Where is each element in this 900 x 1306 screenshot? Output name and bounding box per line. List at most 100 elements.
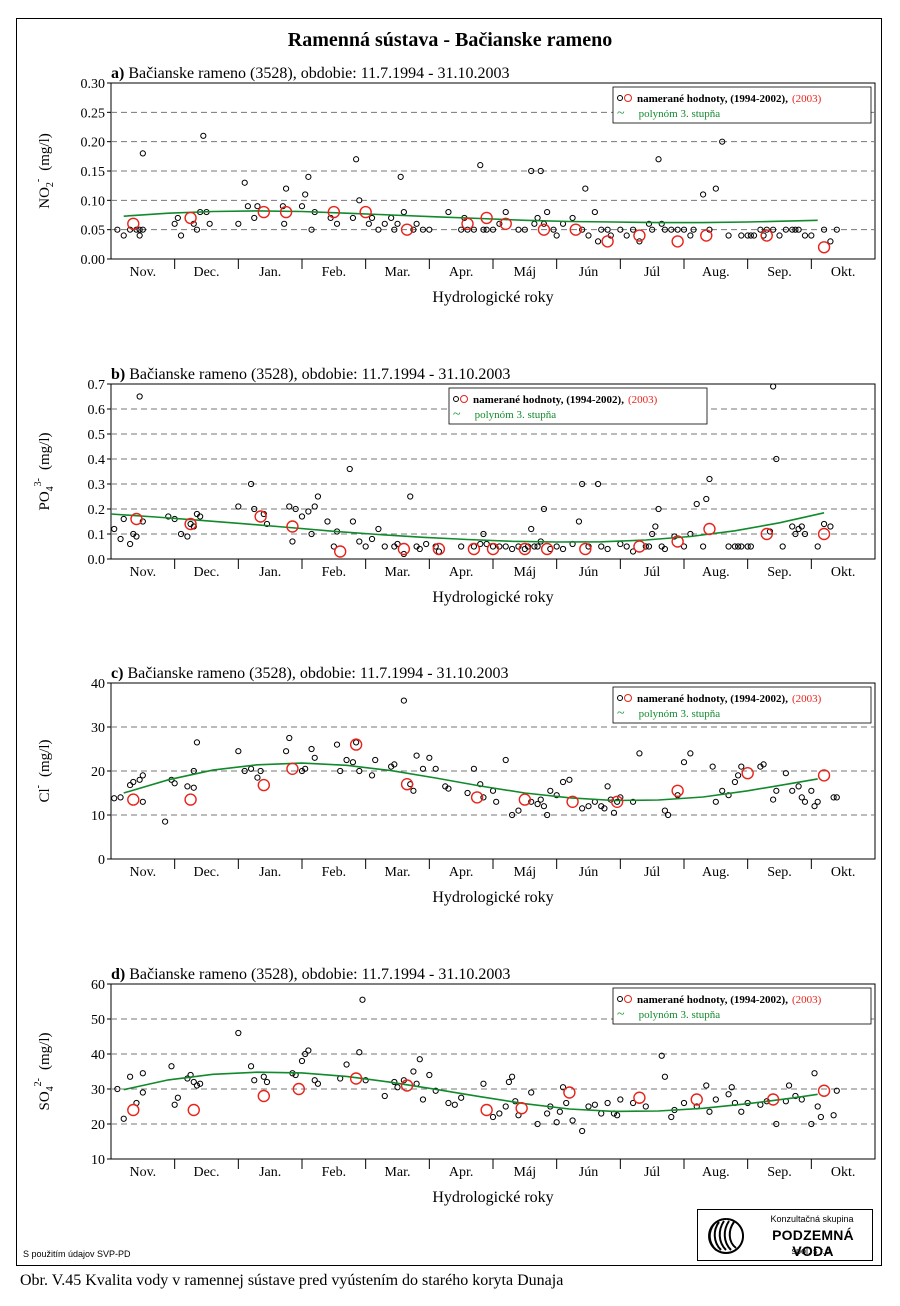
data-point-1994-2002	[798, 523, 805, 530]
data-point-1994-2002	[534, 214, 541, 222]
data-point-1994-2002	[337, 767, 344, 775]
figure-title: Ramenná sústava - Bačianske rameno	[287, 29, 613, 51]
data-point-1994-2002	[445, 208, 452, 216]
data-point-1994-2002	[649, 226, 656, 233]
data-point-1994-2002	[260, 1073, 267, 1080]
data-point-1994-2002	[779, 543, 786, 550]
data-point-1994-2002	[464, 226, 471, 233]
y-axis-label: NO2- (mg/l)	[33, 133, 56, 209]
data-point-1994-2002	[362, 1077, 369, 1084]
data-point-1994-2002	[776, 232, 783, 239]
data-point-1994-2002	[127, 781, 134, 789]
data-point-2003	[400, 778, 414, 791]
data-point-2003	[766, 1093, 780, 1106]
data-point-1994-2002	[604, 783, 611, 790]
legend-year: (2003)	[792, 93, 822, 105]
data-point-2003	[569, 223, 582, 236]
data-point-1994-2002	[563, 1099, 570, 1107]
data-point-1994-2002	[808, 787, 815, 794]
y-tick-label: 40	[91, 677, 105, 692]
data-point-1994-2002	[394, 1084, 401, 1091]
y-label-sup: -	[33, 785, 44, 788]
data-point-1994-2002	[247, 480, 255, 488]
data-point-1994-2002	[731, 778, 739, 786]
data-point-2003	[515, 1102, 528, 1115]
data-point-1994-2002	[617, 540, 624, 548]
data-point-1994-2002	[658, 1052, 665, 1059]
y-tick-label: 10	[91, 809, 105, 824]
data-point-1994-2002	[391, 761, 398, 768]
data-point-2003	[349, 1072, 363, 1085]
data-point-2003	[127, 217, 140, 231]
data-point-1994-2002	[566, 776, 573, 783]
data-point-1994-2002	[515, 807, 522, 814]
data-point-1994-2002	[120, 232, 127, 239]
y-tick-label: 20	[91, 765, 105, 780]
data-point-1994-2002	[817, 1113, 824, 1121]
data-point-1994-2002	[833, 794, 840, 801]
data-point-1994-2002	[658, 220, 665, 227]
data-point-2003	[486, 542, 500, 556]
data-point-1994-2002	[534, 1120, 541, 1128]
data-point-1994-2002	[655, 505, 662, 513]
legend-measured-text: namerané hodnoty, (1994-2002),	[637, 93, 788, 105]
data-point-1994-2002	[830, 1112, 837, 1119]
data-point-1994-2002	[614, 1112, 621, 1119]
data-point-1994-2002	[661, 807, 669, 814]
y-axis-label: Cl- (mg/l)	[33, 739, 53, 802]
data-point-1994-2002	[827, 238, 834, 245]
data-point-1994-2002	[302, 1050, 309, 1058]
logo-line3: spol. s r.o.	[791, 1246, 833, 1256]
data-point-1994-2002	[585, 803, 592, 810]
data-point-1994-2002	[814, 543, 821, 550]
data-point-1994-2002	[445, 1099, 452, 1107]
x-tick-label: Máj	[514, 1165, 537, 1180]
data-point-1994-2002	[127, 540, 134, 548]
y-tick-label: 0.05	[81, 224, 106, 239]
data-point-1994-2002	[598, 1110, 605, 1117]
y-tick-label: 30	[91, 721, 105, 736]
x-axis-label: Hydrologické roky	[432, 889, 553, 906]
y-label-sub: 4	[45, 486, 56, 491]
data-point-1994-2002	[451, 1101, 458, 1108]
data-point-1994-2002	[770, 796, 777, 803]
data-point-1994-2002	[111, 525, 118, 533]
data-point-1994-2002	[598, 226, 605, 233]
data-point-1994-2002	[458, 543, 465, 550]
data-point-1994-2002	[496, 220, 503, 227]
data-point-1994-2002	[139, 1070, 146, 1077]
y-label-main: SO	[37, 1091, 53, 1110]
data-point-1994-2002	[470, 226, 477, 233]
data-point-1994-2002	[559, 545, 567, 553]
data-point-1994-2002	[604, 1099, 611, 1107]
data-point-1994-2002	[515, 226, 522, 233]
data-point-1994-2002	[477, 540, 484, 548]
x-tick-label: Júl	[644, 865, 660, 880]
data-point-1994-2002	[177, 232, 185, 239]
data-point-1994-2002	[750, 232, 758, 239]
y-label-sub: 2	[45, 182, 56, 187]
x-tick-label: Feb.	[322, 265, 347, 280]
data-point-1994-2002	[744, 543, 751, 550]
y-label-unit: (mg/l)	[37, 739, 53, 777]
data-point-1994-2002	[365, 220, 372, 227]
y-label-main: Cl	[37, 788, 53, 802]
data-point-1994-2002	[133, 533, 140, 540]
data-point-1994-2002	[139, 150, 146, 157]
legend-poly-symbol: ~	[617, 1007, 625, 1022]
data-point-1994-2002	[773, 455, 780, 463]
data-point-1994-2002	[333, 741, 341, 748]
data-point-1994-2002	[193, 1082, 201, 1089]
data-point-1994-2002	[136, 776, 143, 783]
legend-poly-symbol: ~	[453, 407, 461, 422]
data-point-1994-2002	[693, 500, 700, 508]
data-point-1994-2002	[171, 780, 178, 787]
data-point-1994-2002	[591, 208, 598, 216]
data-point-1994-2002	[445, 785, 452, 792]
data-point-2003	[537, 223, 551, 236]
legend-poly-symbol: ~	[617, 106, 625, 121]
data-point-1994-2002	[544, 1110, 551, 1117]
data-point-1994-2002	[725, 232, 732, 239]
y-tick-label: 0.1	[88, 528, 106, 543]
x-tick-label: Apr.	[449, 265, 474, 280]
